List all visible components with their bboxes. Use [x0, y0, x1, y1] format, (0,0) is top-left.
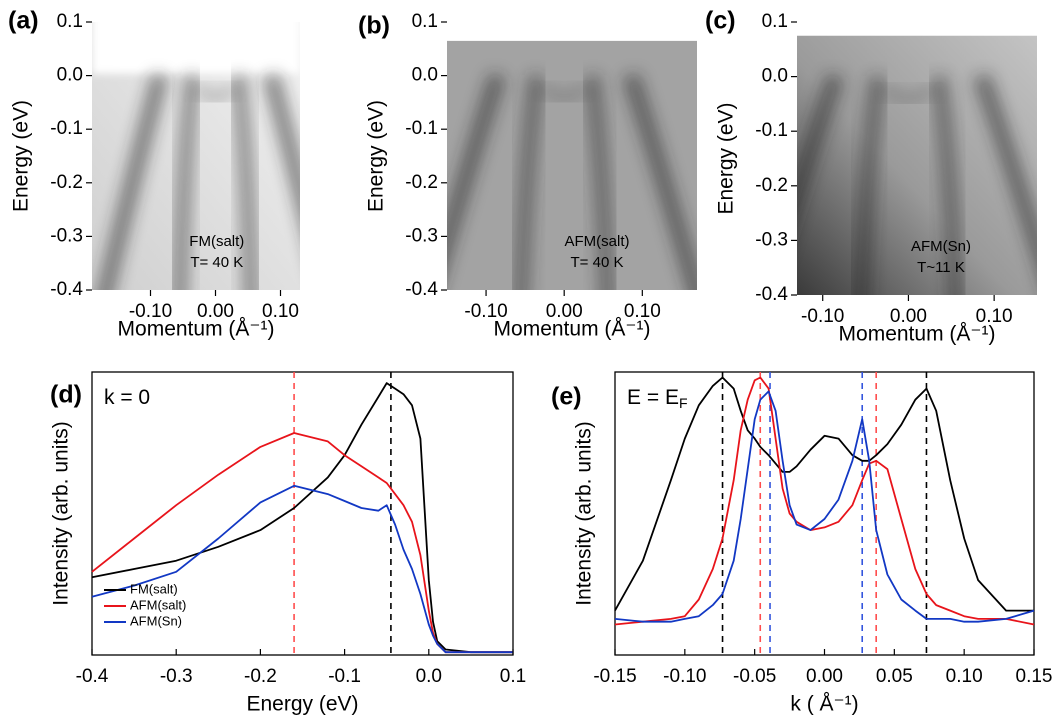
arpes-image	[447, 40, 697, 291]
arpes-image	[92, 22, 300, 290]
x-tick-label: 0.10	[262, 301, 299, 322]
y-tick-label: -0.3	[755, 229, 788, 250]
annotation: AFM(Sn)	[911, 238, 971, 255]
band	[447, 73, 506, 269]
annotation: AFM(salt)	[565, 233, 630, 250]
panel-label: (e)	[551, 383, 582, 411]
y-axis-label: Energy (eV)	[365, 100, 388, 212]
legend-label: AFM(salt)	[130, 597, 186, 612]
band	[263, 73, 300, 222]
y-tick-label: -0.1	[755, 120, 788, 141]
panel-label: (d)	[50, 381, 82, 409]
panel-label: (b)	[358, 12, 390, 40]
y-tick-label: 0.1	[57, 11, 83, 32]
annotation: T~11 K	[917, 259, 965, 276]
annotation: k = 0	[104, 386, 150, 409]
y-tick-label: -0.2	[405, 172, 438, 193]
x-axis-label: Momentum (Å⁻¹)	[118, 318, 275, 341]
band	[171, 74, 201, 290]
x-tick-label: -0.15	[593, 666, 636, 687]
band	[797, 73, 844, 218]
y-tick-label: -0.3	[405, 225, 438, 246]
band	[230, 74, 260, 290]
x-axis-label: Momentum (Å⁻¹)	[839, 323, 996, 346]
x-tick-label: 0.1	[500, 666, 526, 687]
y-tick-label: 0.1	[412, 11, 438, 32]
band	[853, 75, 887, 296]
x-tick-label: -0.10	[464, 301, 507, 322]
annotation: T= 40 K	[190, 254, 243, 271]
legend-label: FM(salt)	[130, 581, 178, 596]
plot-frame	[614, 371, 1035, 656]
x-tick-label: 0.10	[946, 666, 983, 687]
image-background	[797, 35, 1037, 296]
above-fermi	[92, 22, 300, 74]
y-tick-label: -0.2	[755, 175, 788, 196]
series-line	[91, 484, 513, 654]
inner-dome	[192, 82, 239, 102]
y-tick-label: -0.4	[405, 279, 438, 300]
y-tick-label: -0.1	[50, 118, 83, 139]
band	[930, 75, 964, 296]
series-line	[614, 390, 1035, 623]
x-tick-label: 0.15	[1016, 666, 1053, 687]
annotation-subscript: F	[679, 395, 688, 411]
x-tick-label: 0.00	[546, 301, 583, 322]
y-tick-label: 0.0	[57, 65, 83, 86]
x-tick-label: -0.10	[801, 306, 844, 327]
x-axis-label: Energy (eV)	[246, 693, 358, 716]
y-tick-label: -0.4	[50, 279, 83, 300]
series-line	[614, 376, 1034, 612]
band	[973, 73, 1037, 272]
annotation-text: E = E	[627, 386, 679, 409]
x-tick-label: -0.10	[663, 666, 706, 687]
x-tick-label: -0.2	[244, 666, 277, 687]
y-axis-label: Energy (eV)	[715, 102, 738, 214]
y-tick-label: 0.0	[762, 66, 788, 87]
x-tick-label: 0.00	[890, 306, 927, 327]
x-tick-label: -0.1	[328, 666, 361, 687]
y-tick-label: -0.2	[50, 172, 83, 193]
y-axis-label: Intensity (arb. units)	[573, 421, 596, 605]
annotation-text: k = 0	[104, 386, 150, 409]
band	[622, 73, 697, 291]
band	[513, 74, 545, 291]
series-line	[614, 376, 1035, 626]
plot-frame	[91, 371, 514, 656]
annotation: E = EF	[627, 386, 688, 411]
x-axis-label: k ( Å⁻¹)	[790, 693, 858, 716]
legend-label: AFM(Sn)	[130, 613, 182, 628]
x-tick-label: -0.10	[129, 301, 172, 322]
x-tick-label: 0.05	[876, 666, 913, 687]
x-tick-label: 0.10	[976, 306, 1013, 327]
x-tick-label: 0.0	[416, 666, 442, 687]
y-tick-label: 0.1	[762, 11, 788, 32]
arpes-image	[797, 35, 1037, 296]
x-axis-label: Momentum (Å⁻¹)	[494, 318, 651, 341]
annotation: T= 40 K	[571, 254, 624, 271]
annotation: FM(salt)	[189, 233, 244, 250]
y-tick-label: -0.4	[755, 284, 788, 305]
band	[97, 73, 168, 290]
inner-dome	[879, 83, 938, 104]
y-tick-label: 0.0	[412, 65, 438, 86]
y-axis-label: Energy (eV)	[10, 100, 33, 212]
inner-dome	[537, 82, 591, 103]
panel-label: (c)	[705, 7, 736, 35]
band	[583, 74, 615, 291]
panel-label: (a)	[8, 7, 39, 35]
x-tick-label: -0.4	[76, 666, 109, 687]
x-tick-label: -0.3	[160, 666, 193, 687]
x-tick-label: -0.05	[733, 666, 776, 687]
y-tick-label: -0.1	[405, 118, 438, 139]
x-tick-label: 0.00	[197, 301, 234, 322]
x-tick-label: 0.00	[806, 666, 843, 687]
x-tick-label: 0.10	[624, 301, 661, 322]
series-line	[91, 382, 513, 654]
y-axis-label: Intensity (arb. units)	[50, 421, 73, 605]
y-tick-label: -0.3	[50, 225, 83, 246]
